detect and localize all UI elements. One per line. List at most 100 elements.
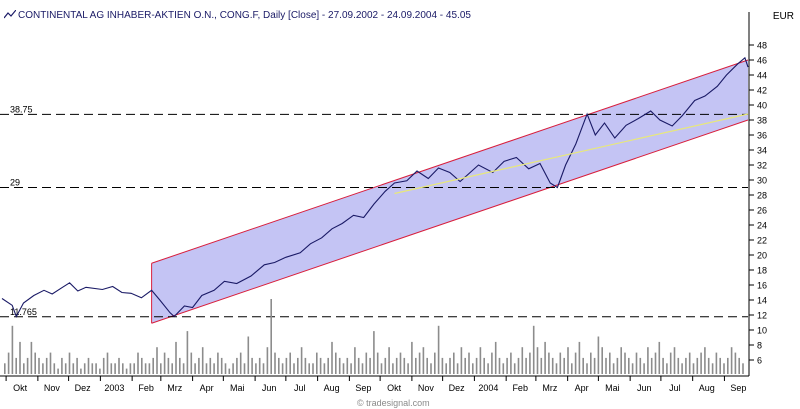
y-tick-label: 8: [757, 341, 762, 351]
volume-bar: [102, 357, 105, 374]
price-series: [1, 56, 749, 318]
x-tick-label: 2004: [478, 383, 498, 393]
volume-bar: [415, 357, 417, 374]
y-tick-label: 6: [757, 356, 762, 366]
chart-title: CONTINENTAL AG INHABER-AKTIEN O.N., CONG…: [4, 10, 471, 21]
x-tick-label: Dez: [449, 383, 466, 393]
volume-bar: [316, 352, 318, 374]
volume-bar: [506, 357, 508, 374]
volume-bar: [42, 363, 44, 374]
y-tick-label: 34: [757, 146, 767, 156]
y-tick-label: 40: [757, 101, 767, 111]
volume-bar: [331, 341, 333, 374]
volume-bar: [475, 357, 478, 374]
y-tick-label: 26: [757, 206, 767, 216]
volume-bar: [266, 347, 269, 374]
volume-bar: [373, 331, 375, 374]
volume-bar: [715, 352, 718, 374]
volume-bar: [213, 363, 215, 374]
volume-bar: [422, 347, 425, 374]
volume-bar: [122, 363, 124, 374]
volume-bar: [700, 352, 702, 374]
level-label: 11.765: [10, 307, 37, 317]
volume-bar: [559, 352, 562, 374]
volume-bar: [411, 341, 413, 374]
volume-bar: [270, 299, 272, 374]
volume-bar: [612, 363, 615, 374]
volume-bar: [666, 363, 668, 374]
volume-bars: [4, 299, 744, 374]
volume-bar: [468, 352, 470, 374]
volume-bar: [110, 363, 113, 374]
volume-bar: [106, 352, 109, 374]
volume-bar: [472, 363, 474, 374]
y-tick-label: 48: [757, 41, 767, 51]
volume-bar: [502, 363, 505, 374]
volume-bar: [449, 357, 451, 374]
volume-bar: [498, 357, 501, 374]
volume-bar: [137, 352, 139, 374]
volume-bar: [464, 357, 466, 374]
volume-bar: [688, 352, 691, 374]
watermark: © tradesignal.com: [357, 398, 430, 408]
volume-bar: [395, 357, 398, 374]
volume-bar: [251, 357, 253, 374]
volume-bar: [205, 363, 208, 374]
volume-bar: [255, 363, 257, 374]
volume-bar: [262, 363, 265, 374]
volume-bar: [247, 336, 250, 374]
volume-bar: [323, 363, 326, 374]
volume-bar: [692, 363, 695, 374]
volume-bar: [190, 352, 193, 374]
channel-fill: [151, 60, 749, 324]
volume-bar: [182, 363, 185, 374]
volume-bar: [99, 368, 101, 374]
y-tick-label: 22: [757, 236, 767, 246]
volume-bar: [361, 363, 364, 374]
volume-bar: [4, 363, 6, 374]
x-tick-label: Mrz: [167, 383, 182, 393]
volume-bar: [418, 352, 421, 374]
volume-bar: [278, 357, 280, 374]
volume-bar: [186, 331, 189, 374]
volume-bar: [64, 363, 67, 374]
volume-bar: [403, 357, 406, 374]
volume-bar: [354, 347, 356, 374]
y-tick-label: 20: [757, 251, 767, 261]
level-label: 38.75: [10, 104, 33, 114]
y-tick-label: 10: [757, 326, 767, 336]
volume-bar: [574, 352, 577, 374]
volume-bar: [38, 357, 40, 374]
y-tick-label: 24: [757, 221, 767, 231]
volume-bar: [95, 363, 97, 374]
y-tick-label: 28: [757, 191, 767, 201]
volume-bar: [609, 352, 611, 374]
volume-bar: [26, 357, 29, 374]
volume-bar: [487, 363, 489, 374]
volume-bar: [68, 352, 71, 374]
volume-bar: [160, 363, 162, 374]
close-price-line: [1, 56, 749, 318]
volume-bar: [460, 347, 463, 374]
volume-bar: [61, 357, 63, 374]
x-tick-label: 2003: [104, 383, 124, 393]
volume-bar: [198, 357, 200, 374]
chart-axes: 6 8 10 12 14 16 18 20 22 24 26 28 30 32 34 36 38 40 42 44 46…: [0, 12, 767, 393]
volume-bar: [582, 357, 584, 374]
volume-bar: [83, 363, 86, 374]
volume-bar: [437, 325, 440, 374]
volume-bar: [392, 363, 394, 374]
volume-bar: [578, 341, 581, 374]
volume-bar: [540, 357, 543, 374]
volume-bar: [346, 357, 349, 374]
volume-bar: [532, 325, 535, 374]
volume-bar: [620, 347, 622, 374]
x-tick-label: Mrz: [542, 383, 557, 393]
volume-bar: [407, 363, 409, 374]
y-tick-label: 38: [757, 116, 767, 126]
volume-bar: [34, 352, 36, 374]
volume-bar: [669, 352, 672, 374]
volume-bar: [11, 325, 14, 374]
level-label: 29: [10, 178, 20, 188]
x-tick-label: Sep: [730, 383, 746, 393]
